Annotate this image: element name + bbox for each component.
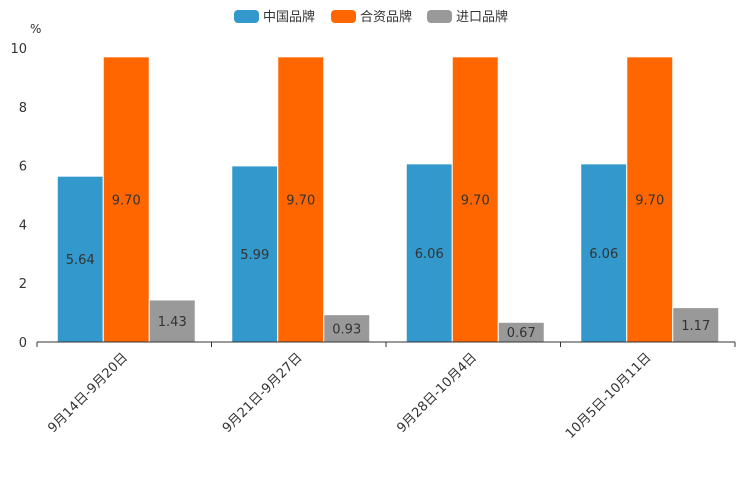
bar-1-cat-2[interactable] [231, 165, 279, 343]
y-axis-unit-label: % [30, 22, 41, 36]
bar-2-cat-3[interactable] [451, 56, 499, 343]
data-label-2-cat-3: 9.70 [461, 193, 490, 208]
bar-2-cat-1[interactable] [102, 56, 150, 343]
data-label-2-cat-2: 9.70 [286, 193, 315, 208]
bar-2-cat-4[interactable] [626, 56, 674, 343]
y-tick-label-10: 10 [10, 42, 27, 57]
data-label-1-cat-3: 6.06 [415, 247, 444, 262]
y-axis-ticks: 0 2 4 6 8 10 [10, 42, 27, 351]
data-label-1-cat-1: 5.64 [66, 253, 95, 268]
x-category-label-1: 9月14日-9月20日 [45, 350, 131, 436]
data-label-2-cat-1: 9.70 [112, 193, 141, 208]
data-label-1-cat-4: 6.06 [589, 247, 618, 262]
legend-label-1[interactable]: 中国品牌 [263, 9, 315, 25]
y-tick-label-8: 8 [19, 101, 27, 116]
y-tick-label-4: 4 [19, 218, 27, 233]
legend-label-3[interactable]: 进口品牌 [456, 9, 508, 25]
y-tick-label-2: 2 [19, 277, 27, 292]
bar-2-cat-2[interactable] [277, 56, 325, 343]
x-category-label-3: 9月28日-10月4日 [394, 350, 480, 436]
bar-1-cat-4[interactable] [580, 163, 628, 343]
data-label-3-cat-3: 0.67 [507, 326, 536, 341]
data-label-3-cat-1: 1.43 [158, 315, 187, 330]
bars: 5.64 9.70 1.43 5.99 9.70 0.93 6.06 9.70 0.67 6.06… [56, 56, 720, 343]
x-axis-ticks: 9月14日-9月20日 9月21日-9月27日 9月28日-10月4日 10月5日-1… [36, 342, 736, 442]
x-category-label-4: 10月5日-10月11日 [563, 350, 655, 442]
data-label-3-cat-2: 0.93 [332, 322, 361, 337]
y-tick-label-6: 6 [19, 160, 27, 175]
legend: 中国品牌 合资品牌 进口品牌 [234, 9, 508, 25]
x-category-label-2: 9月21日-9月27日 [220, 350, 306, 436]
bar-1-cat-1[interactable] [56, 175, 104, 343]
y-tick-label-0: 0 [19, 336, 27, 351]
legend-swatch-1[interactable] [234, 10, 259, 23]
legend-swatch-2[interactable] [331, 10, 356, 23]
legend-swatch-3[interactable] [427, 10, 452, 23]
data-label-2-cat-4: 9.70 [635, 193, 664, 208]
data-label-1-cat-2: 5.99 [240, 248, 269, 263]
data-label-3-cat-4: 1.17 [681, 319, 710, 334]
bar-3-cat-2[interactable] [323, 314, 371, 343]
legend-label-2[interactable]: 合资品牌 [360, 9, 412, 25]
